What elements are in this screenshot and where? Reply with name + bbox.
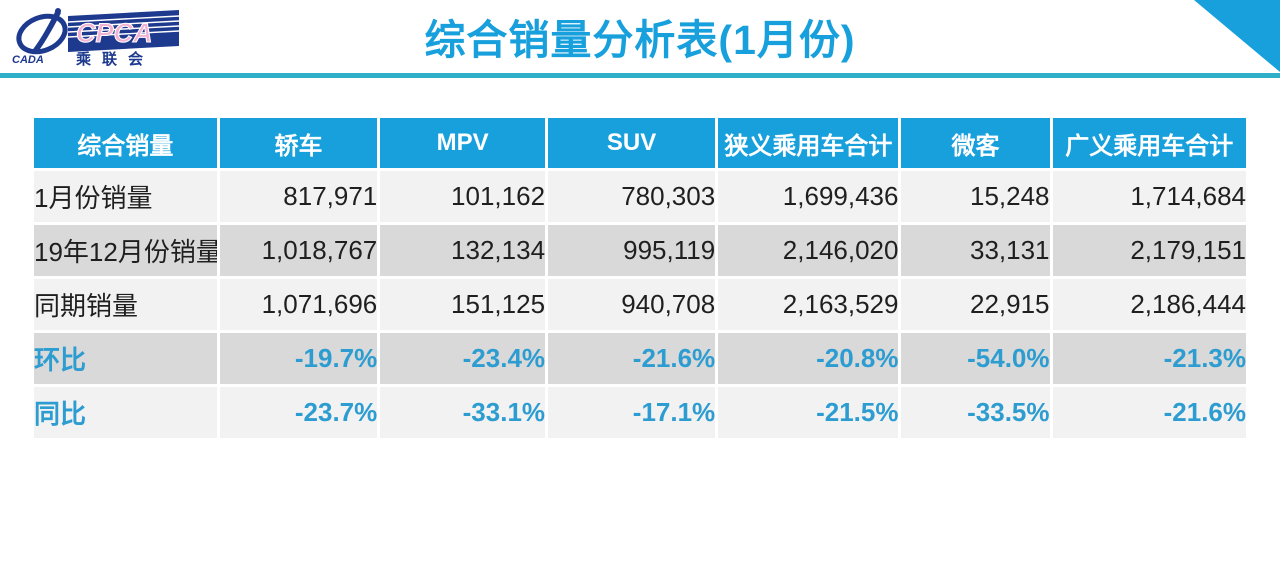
value-cell: -19.7% bbox=[219, 333, 378, 384]
value-cell: -54.0% bbox=[901, 333, 1050, 384]
value-cell: -21.3% bbox=[1052, 333, 1246, 384]
logo-stripe bbox=[67, 25, 180, 33]
value-cell: -33.5% bbox=[901, 387, 1050, 438]
value-cell: 995,119 bbox=[548, 225, 716, 276]
logo-stripe bbox=[67, 20, 180, 28]
cpca-logo-graphic: CADA CPCA 乘联会 bbox=[12, 8, 180, 68]
value-cell: 101,162 bbox=[380, 171, 546, 222]
table-header-row: 综合销量 轿车 MPV SUV 狭义乘用车合计 微客 广义乘用车合计 bbox=[34, 118, 1246, 168]
row-label: 19年12月份销量 bbox=[34, 225, 217, 276]
value-cell: -33.1% bbox=[380, 387, 546, 438]
value-cell: 780,303 bbox=[548, 171, 716, 222]
row-label: 同比 bbox=[34, 387, 217, 438]
column-header: 微客 bbox=[901, 118, 1050, 168]
logo-cpca-text: CPCA bbox=[76, 18, 153, 48]
table-row: 环比 -19.7% -23.4% -21.6% -20.8% -54.0% -21.3% bbox=[34, 333, 1246, 384]
logo-stripe bbox=[67, 30, 180, 38]
column-header: 狭义乘用车合计 bbox=[718, 118, 899, 168]
value-cell: 15,248 bbox=[901, 171, 1050, 222]
table-row: 同期销量 1,071,696 151,125 940,708 2,163,529 22,9… bbox=[34, 279, 1246, 330]
row-label: 环比 bbox=[34, 333, 217, 384]
value-cell: -21.5% bbox=[718, 387, 899, 438]
column-header: 广义乘用车合计 bbox=[1052, 118, 1246, 168]
value-cell: -23.7% bbox=[219, 387, 378, 438]
value-cell: 1,699,436 bbox=[718, 171, 899, 222]
header-divider-line bbox=[0, 73, 1280, 78]
value-cell: -20.8% bbox=[718, 333, 899, 384]
value-cell: 1,018,767 bbox=[219, 225, 378, 276]
logo-pen-icon bbox=[31, 10, 61, 53]
value-cell: -23.4% bbox=[380, 333, 546, 384]
sales-analysis-table: 综合销量 轿车 MPV SUV 狭义乘用车合计 微客 广义乘用车合计 1月份销量 817,97… bbox=[31, 115, 1249, 441]
page-title: 综合销量分析表(1月份) bbox=[424, 17, 856, 63]
sales-table-container: 综合销量 轿车 MPV SUV 狭义乘用车合计 微客 广义乘用车合计 1月份销量 817,97… bbox=[31, 115, 1249, 441]
column-header: SUV bbox=[548, 118, 716, 168]
value-cell: 22,915 bbox=[901, 279, 1050, 330]
value-cell: 817,971 bbox=[219, 171, 378, 222]
logo-cada-text: CADA bbox=[12, 54, 44, 66]
value-cell: 2,186,444 bbox=[1052, 279, 1246, 330]
column-header: 轿车 bbox=[219, 118, 378, 168]
value-cell: 1,071,696 bbox=[219, 279, 378, 330]
slide-header: CADA CPCA 乘联会 综合销量分析表(1月份) bbox=[0, 0, 1280, 80]
column-header: MPV bbox=[380, 118, 546, 168]
value-cell: 940,708 bbox=[548, 279, 716, 330]
value-cell: 1,714,684 bbox=[1052, 171, 1246, 222]
cpca-logo: CADA CPCA 乘联会 bbox=[10, 3, 182, 68]
value-cell: 2,146,020 bbox=[718, 225, 899, 276]
value-cell: -21.6% bbox=[548, 333, 716, 384]
logo-ellipse-icon bbox=[16, 13, 68, 55]
value-cell: 2,163,529 bbox=[718, 279, 899, 330]
logo-chenglianhui-text: 乘联会 bbox=[75, 50, 154, 67]
row-label: 1月份销量 bbox=[34, 171, 217, 222]
value-cell: -17.1% bbox=[548, 387, 716, 438]
value-cell: 33,131 bbox=[901, 225, 1050, 276]
value-cell: 2,179,151 bbox=[1052, 225, 1246, 276]
value-cell: 151,125 bbox=[380, 279, 546, 330]
column-header: 综合销量 bbox=[34, 118, 217, 168]
logo-stripe bbox=[67, 15, 180, 23]
table-row: 同比 -23.7% -33.1% -17.1% -21.5% -33.5% -21.6% bbox=[34, 387, 1246, 438]
logo-pen-nib-icon bbox=[55, 8, 61, 14]
value-cell: -21.6% bbox=[1052, 387, 1246, 438]
table-row: 1月份销量 817,971 101,162 780,303 1,699,436 15,24… bbox=[34, 171, 1246, 222]
value-cell: 132,134 bbox=[380, 225, 546, 276]
row-label: 同期销量 bbox=[34, 279, 217, 330]
table-row: 19年12月份销量 1,018,767 132,134 995,119 2,146,02… bbox=[34, 225, 1246, 276]
